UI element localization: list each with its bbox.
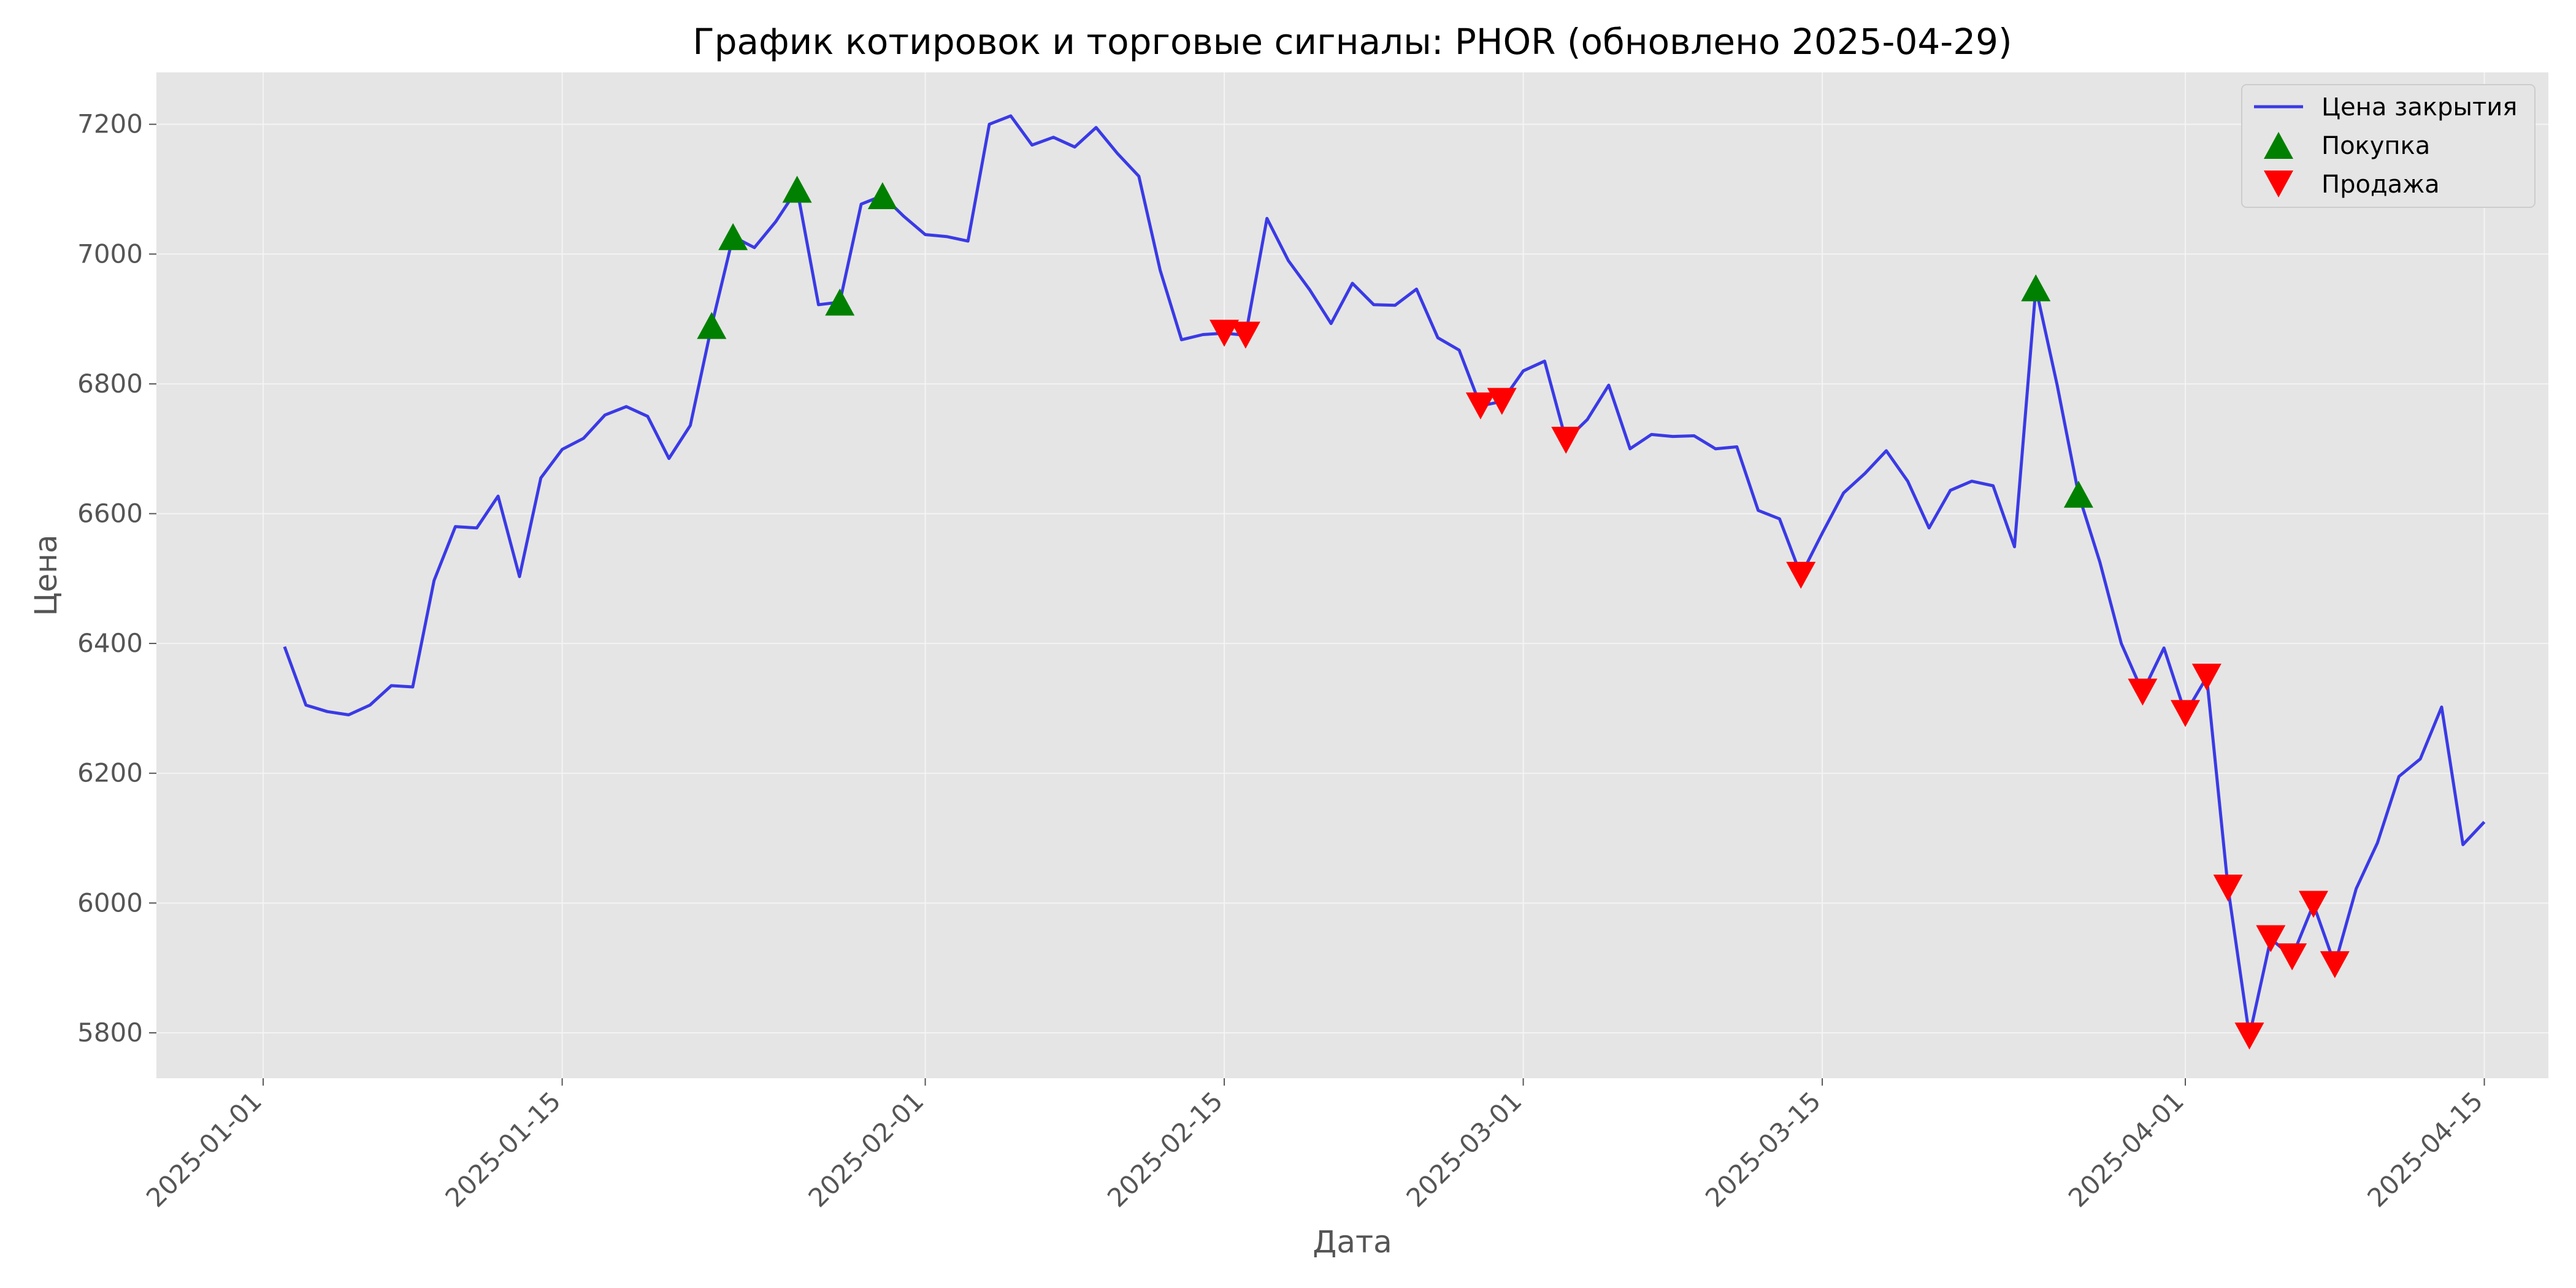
x-tick-label: 2025-04-15 [2361,1086,2488,1213]
close-price-line [283,114,2486,1038]
buy-signal-marker [867,182,897,210]
sell-signal-marker [2298,891,2328,918]
buy-signal-marker [718,223,748,250]
x-tick-label: 2025-01-01 [140,1086,267,1213]
sell-signal-marker [1465,392,1495,420]
x-tick-label: 2025-03-15 [1700,1086,1827,1213]
legend-box [2241,84,2536,208]
y-tick-label: 6200 [77,758,143,788]
sell-signal-marker [2277,943,2307,971]
sell-signal-marker [2213,874,2243,902]
y-tick-label: 6400 [77,628,143,658]
chart-title: График котировок и торговые сигналы: PHO… [692,21,2012,63]
sell-signal-marker [2128,678,2158,706]
sell-signal-marker [1230,321,1260,349]
sell-signal-marker [2320,951,2350,978]
y-tick-label: 6800 [77,369,143,399]
sell-signal-marker [2234,1022,2264,1050]
legend-swatch-sell [2264,171,2293,197]
sell-signal-marker [1786,562,1816,589]
sell-signal-marker [1487,388,1517,415]
x-tick-label: 2025-04-01 [2063,1086,2190,1213]
legend-label: Цена закрытия [2321,93,2517,121]
x-tick-label: 2025-03-01 [1400,1086,1527,1213]
sell-signal-marker [2191,664,2221,691]
y-tick-label: 7000 [77,239,143,269]
sell-signal-marker [1209,320,1240,347]
sell-signal-marker [2256,925,2286,953]
grid [156,72,2548,1078]
sell-signal-marker [1551,426,1581,454]
plot-area [156,72,2548,1078]
legend-swatch-buy [2264,132,2293,159]
sell-signal-marker [2171,700,2201,727]
y-axis-label: Цена [28,535,64,616]
y-tick-label: 6000 [77,887,143,918]
y-tick-label: 7200 [77,109,143,139]
y-tick-label: 5800 [77,1018,143,1048]
buy-signal-marker [825,288,855,316]
legend: Цена закрытия Покупка Продажа [2241,84,2536,208]
y-tick-label: 6600 [77,498,143,528]
x-axis-label: Дата [1313,1224,1392,1260]
x-tick-label: 2025-02-15 [1102,1086,1229,1213]
legend-label: Продажа [2321,171,2440,199]
buy-signal-marker [2021,274,2051,302]
x-tick-label: 2025-02-01 [802,1086,929,1213]
buy-signal-marker [2063,480,2093,508]
buy-signal-marker [697,312,727,339]
legend-label: Покупка [2321,132,2430,160]
x-tick-label: 2025-01-15 [439,1086,566,1213]
series [283,114,2486,1050]
buy-signal-marker [782,175,812,203]
